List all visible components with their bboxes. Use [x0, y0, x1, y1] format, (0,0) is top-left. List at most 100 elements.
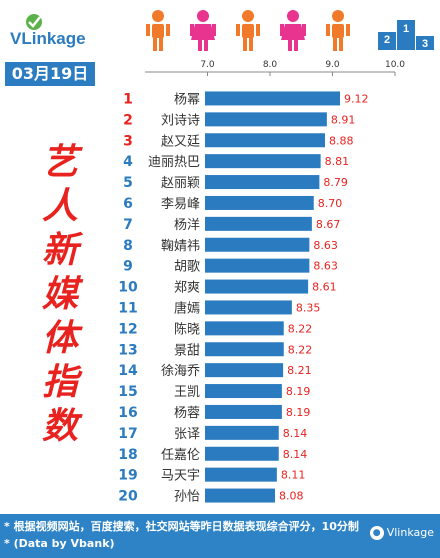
- bar: [205, 488, 275, 503]
- category-label: 景甜: [174, 342, 200, 358]
- value-label: 8.61: [312, 281, 337, 294]
- bar: [205, 91, 340, 106]
- value-label: 9.12: [344, 92, 369, 105]
- bar: [205, 133, 325, 148]
- category-label: 杨洋: [174, 218, 200, 233]
- person-icon: [190, 10, 216, 51]
- category-label: 胡歌: [174, 260, 200, 275]
- rank-label: 1: [123, 91, 133, 107]
- bar: [205, 404, 282, 419]
- category-label: 徐海乔: [161, 364, 200, 379]
- value-label: 8.14: [283, 448, 308, 461]
- category-label: 杨幂: [174, 92, 200, 107]
- rank-label: 6: [123, 196, 133, 212]
- bar: [205, 321, 284, 336]
- podium-icon: 2 1 3: [378, 20, 434, 50]
- bar-chart: 7.0 8.0 9.0 10.0 1 杨幂 9.12 2 刘诗诗 8.91 3 赵又廷 8.88 4 迪丽…: [118, 60, 405, 505]
- bar: [205, 195, 314, 210]
- bar: [205, 342, 284, 357]
- rank-label: 3: [123, 133, 133, 149]
- rank-label: 8: [123, 238, 133, 254]
- category-label: 王凯: [174, 385, 200, 400]
- rank-label: 10: [118, 280, 138, 296]
- value-label: 8.35: [296, 301, 321, 314]
- rank-label: 16: [118, 405, 137, 421]
- value-label: 8.63: [313, 239, 338, 252]
- x-tick-label: 7.0: [200, 60, 215, 70]
- rank-label: 11: [118, 300, 137, 316]
- category-label: 郑爽: [174, 281, 200, 296]
- category-label: 鞠婧祎: [161, 239, 200, 254]
- side-title: 艺 人 新 媒 体 指 数: [41, 141, 78, 447]
- person-icon: [146, 10, 170, 51]
- bar: [205, 446, 279, 461]
- value-label: 8.14: [283, 427, 308, 440]
- rank-label: 18: [118, 447, 137, 463]
- svg-text:3: 3: [422, 38, 428, 50]
- category-label: 陈晓: [174, 321, 200, 337]
- category-label: 李易峰: [161, 197, 200, 212]
- person-icon: [236, 10, 260, 51]
- value-label: 8.21: [287, 364, 312, 377]
- rank-label: 14: [118, 363, 138, 379]
- svg-text:2: 2: [384, 34, 390, 46]
- value-label: 8.67: [316, 218, 341, 231]
- category-label: 赵丽颖: [161, 176, 200, 191]
- footer-credit: * (Data by Vbank): [4, 537, 115, 550]
- value-label: 8.19: [286, 406, 311, 419]
- bar: [205, 363, 284, 378]
- people-icon-row: [146, 10, 350, 51]
- footer-note: * 根据视频网站，百度搜索，社交网站等昨日数据表现综合评分，10分制: [4, 520, 359, 533]
- value-label: 8.22: [288, 322, 313, 335]
- person-icon: [326, 10, 350, 51]
- category-label: 张译: [174, 427, 200, 442]
- bar: [205, 300, 292, 315]
- bar: [205, 216, 312, 231]
- rank-label: 20: [118, 489, 138, 505]
- category-label: 杨蓉: [174, 406, 200, 421]
- rank-label: 12: [118, 321, 137, 337]
- bar: [205, 112, 327, 127]
- rank-label: 7: [123, 217, 133, 233]
- category-label: 任嘉伦: [161, 448, 200, 463]
- rank-label: 15: [118, 384, 137, 400]
- category-label: 马天宇: [161, 469, 200, 484]
- wechat-icon: ●: [369, 526, 384, 540]
- bar: [205, 154, 321, 169]
- rank-label: 9: [123, 259, 133, 275]
- bar: [205, 175, 320, 190]
- value-label: 8.08: [279, 490, 304, 503]
- x-tick-label: 10.0: [385, 60, 405, 70]
- category-label: 刘诗诗: [161, 113, 200, 128]
- bar: [205, 279, 309, 294]
- bar: [205, 467, 277, 482]
- vlinkage-logo: VLinkage: [10, 14, 86, 48]
- value-label: 8.81: [325, 155, 350, 168]
- value-label: 8.70: [318, 197, 343, 210]
- rank-label: 2: [123, 112, 133, 128]
- person-icon: [280, 10, 306, 51]
- value-label: 8.79: [323, 176, 348, 189]
- rank-label: 5: [123, 175, 133, 191]
- svg-text:1: 1: [403, 23, 409, 35]
- footer: * 根据视频网站，百度搜索，社交网站等昨日数据表现综合评分，10分制 * (Da…: [0, 514, 440, 558]
- value-label: 8.88: [329, 134, 354, 147]
- bar: [205, 258, 310, 273]
- value-label: 8.22: [288, 343, 313, 356]
- category-label: 迪丽热巴: [148, 155, 200, 170]
- value-label: 8.63: [313, 260, 338, 273]
- value-label: 8.91: [331, 113, 356, 126]
- value-label: 8.11: [281, 469, 306, 482]
- rank-label: 13: [118, 342, 137, 358]
- bar: [205, 237, 310, 252]
- header: VLinkage 2 1 3: [0, 0, 440, 60]
- x-tick-label: 9.0: [325, 60, 340, 70]
- category-label: 孙怡: [174, 490, 200, 505]
- value-label: 8.19: [286, 385, 311, 398]
- category-label: 唐嫣: [174, 300, 200, 316]
- x-tick-label: 8.0: [263, 60, 278, 70]
- watermark: ● Vlinkage: [369, 526, 434, 540]
- bar: [205, 384, 282, 399]
- rank-label: 17: [118, 426, 137, 442]
- rank-label: 4: [123, 154, 133, 170]
